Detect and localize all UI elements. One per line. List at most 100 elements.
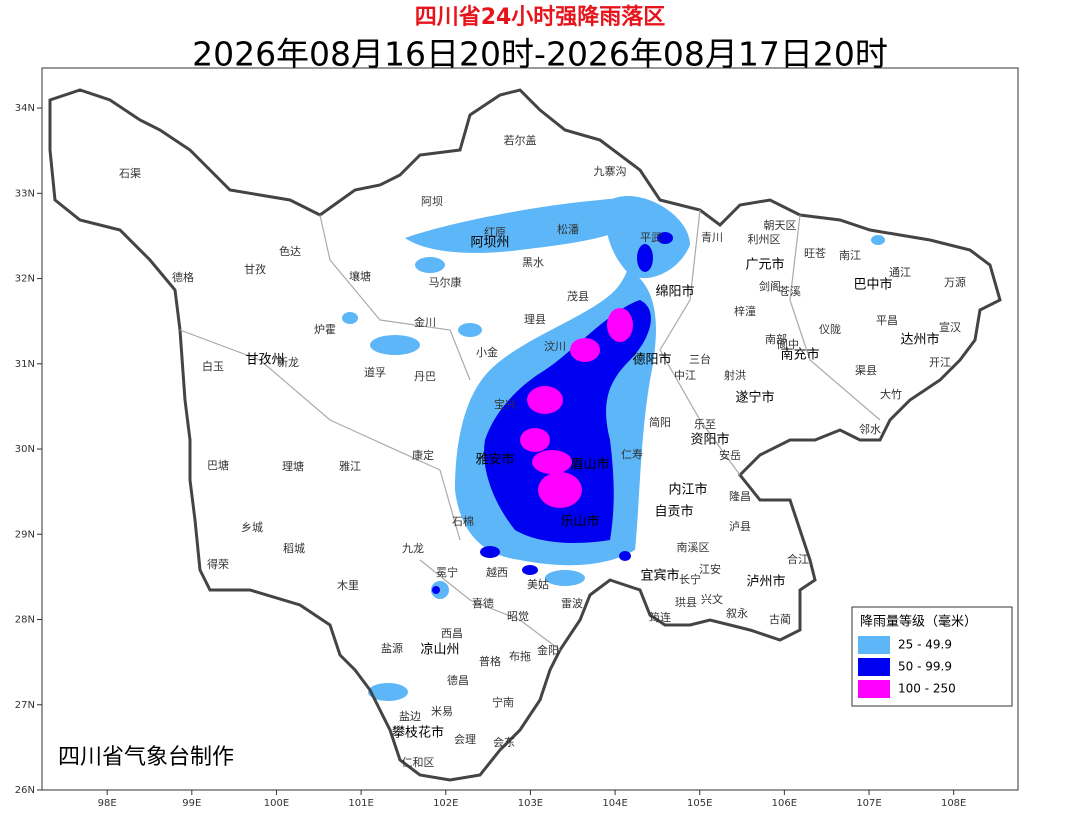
legend-swatch	[858, 636, 890, 654]
county-label: 南溪区	[677, 541, 710, 554]
county-label: 越西	[486, 565, 508, 579]
county-label: 平昌	[876, 314, 898, 327]
footer: 四川省气象台制作	[58, 745, 234, 770]
lat-tick-label: 26N	[15, 785, 35, 796]
legend-swatch	[858, 680, 890, 698]
rain-area	[368, 683, 408, 701]
county-label: 盐边	[399, 710, 421, 723]
lon-tick-label: 103E	[518, 798, 543, 809]
county-label: 丹巴	[414, 370, 436, 383]
county-label: 盐源	[381, 641, 403, 655]
rain-area	[405, 198, 643, 253]
county-label: 德格	[172, 270, 194, 284]
city-borders	[179, 209, 881, 651]
county-label: 新龙	[277, 355, 299, 369]
lat-tick-label: 30N	[15, 444, 35, 455]
county-label: 理县	[524, 313, 546, 326]
county-label: 兴文	[701, 592, 723, 606]
city-label: 内江市	[668, 482, 707, 498]
county-label: 理塘	[282, 459, 304, 473]
city-label: 宜宾市	[640, 568, 679, 584]
county-label: 汶川	[544, 339, 566, 353]
county-label: 宣汉	[939, 320, 961, 334]
county-label: 茂县	[567, 289, 589, 303]
city-label: 乐山市	[560, 514, 599, 530]
lat-tick-label: 31N	[15, 359, 35, 370]
county-label: 江安	[699, 562, 721, 576]
city-label: 绵阳市	[655, 284, 694, 300]
county-label: 仪陇	[819, 322, 841, 336]
county-label: 道孚	[364, 365, 386, 379]
county-label: 宝兴	[494, 397, 516, 411]
county-label: 布拖	[509, 649, 531, 663]
city-label: 攀枝花市	[392, 725, 444, 741]
city-label: 广元市	[745, 257, 784, 273]
lat-tick-label: 27N	[15, 700, 35, 711]
county-label: 雷波	[561, 597, 583, 610]
lat-tick-label: 33N	[15, 188, 35, 199]
county-label: 昭觉	[507, 610, 529, 623]
rain-area	[871, 235, 885, 245]
county-label: 阿坝	[421, 194, 443, 208]
county-label: 简阳	[649, 415, 671, 429]
city-label: 甘孜州	[245, 353, 284, 368]
city-label: 凉山州	[420, 643, 459, 658]
rain-area	[370, 335, 420, 355]
city-label: 达州市	[900, 332, 939, 348]
county-label: 隆昌	[729, 489, 751, 503]
county-label: 仁寿	[621, 447, 643, 461]
rain-area	[432, 586, 440, 594]
lon-tick-label: 98E	[98, 798, 117, 809]
county-label: 梓潼	[734, 304, 756, 318]
county-label: 珙县	[675, 595, 697, 609]
lon-tick-label: 105E	[687, 798, 712, 809]
county-label: 石棉	[452, 514, 474, 528]
lon-tick-label: 99E	[182, 798, 201, 809]
county-label: 朝天区	[764, 219, 797, 232]
county-label: 小金	[476, 345, 498, 359]
county-label: 阆中	[777, 337, 799, 351]
county-label: 乐至	[694, 418, 716, 431]
county-label: 大竹	[880, 387, 902, 401]
city-label: 雅安市	[475, 452, 514, 468]
rain-area	[342, 312, 358, 324]
lon-tick-label: 106E	[772, 798, 797, 809]
lat-tick-label: 29N	[15, 529, 35, 540]
county-label: 石渠	[119, 167, 141, 180]
subtitle: 2026年08月16日20时-2026年08月17日20时	[192, 35, 888, 74]
county-label: 泸县	[729, 520, 751, 533]
county-label: 冕宁	[436, 565, 458, 579]
county-label: 万源	[944, 275, 966, 289]
city-label: 自贡市	[654, 504, 693, 520]
county-label: 合江	[787, 552, 809, 566]
county-label: 开江	[929, 356, 951, 369]
rain-area	[532, 450, 572, 474]
county-label: 平武	[640, 231, 662, 244]
county-label: 德昌	[447, 673, 469, 687]
county-label: 喜德	[472, 596, 494, 610]
county-label: 色达	[279, 244, 301, 258]
county-label: 叙永	[726, 606, 748, 620]
rain-area	[538, 472, 582, 508]
county-label: 青川	[701, 231, 723, 244]
rain-area	[484, 300, 651, 543]
county-label: 古蔺	[769, 613, 791, 626]
county-label: 筠连	[649, 610, 671, 624]
county-label: 松潘	[557, 222, 579, 236]
legend-label: 100 - 250	[898, 682, 956, 696]
county-label: 三台	[689, 352, 711, 366]
rain-area	[606, 196, 690, 279]
legend-label: 50 - 99.9	[898, 660, 952, 674]
county-label: 剑阁	[759, 279, 781, 293]
lon-tick-label: 101E	[348, 798, 373, 809]
title: 四川省24小时强降雨落区	[415, 5, 666, 30]
county-label: 利州区	[748, 233, 781, 246]
rain-area	[522, 565, 538, 575]
lat-tick-label: 28N	[15, 615, 35, 626]
city-label: 巴中市	[853, 277, 892, 293]
county-label: 长宁	[679, 572, 701, 586]
county-label: 金川	[414, 315, 436, 329]
axes: 34N 33N 32N 31N 30N 29N 28N 27N 26N 98E 99E 100E 101…	[15, 103, 967, 809]
lon-tick-label: 108E	[941, 798, 966, 809]
